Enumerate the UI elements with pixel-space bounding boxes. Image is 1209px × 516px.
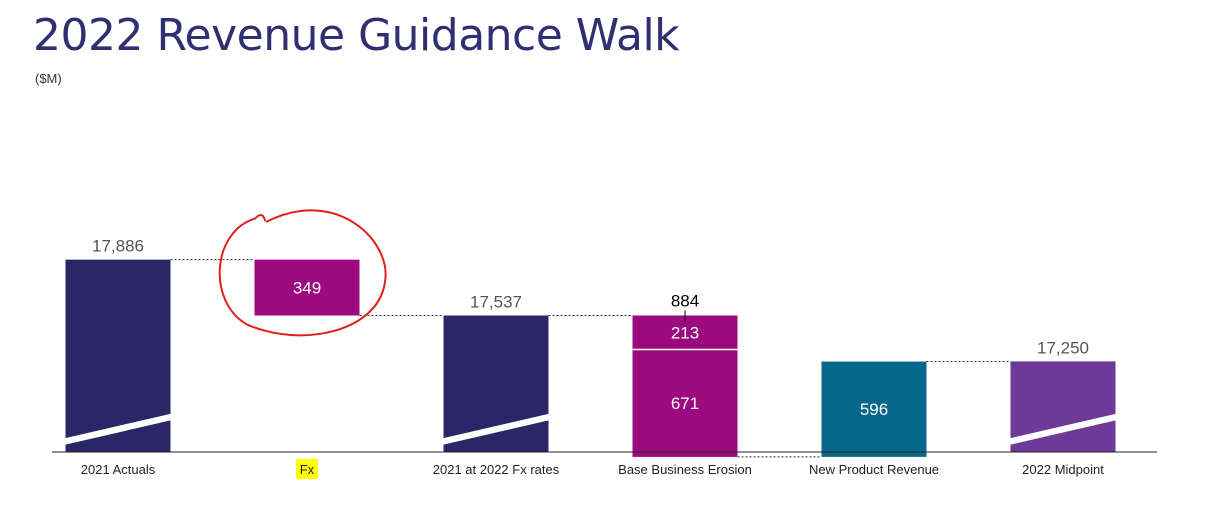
category-highlight [296,459,318,479]
x-tick-label: New Product Revenue [809,462,939,477]
annotation-circle [218,209,387,337]
axis-break-edge-2 [437,412,555,441]
chart-subtitle-units: ($M) [35,71,62,86]
data-label-increase: 596 [860,400,888,419]
axis-break-edge-5 [1004,412,1122,441]
bar-new-product-revenue [821,361,927,457]
x-tick-label: Fx [300,462,315,477]
data-label-total: 17,886 [92,237,144,256]
bar-fx [254,259,360,316]
axis-break-gap-0 [59,413,177,446]
axis-break-edge-0 [59,412,177,441]
x-tick-label: Base Business Erosion [618,462,752,477]
axis-break-gap-5 [1004,413,1122,446]
segment-label: 213 [671,324,699,343]
data-label-total: 17,537 [470,292,522,311]
x-tick-label: 2021 at 2022 Fx rates [433,462,560,477]
data-label-total: 17,250 [1037,338,1089,357]
chart-title: 2022 Revenue Guidance Walk [33,10,680,61]
bar-segment-1 [632,349,738,457]
data-label-fx: 349 [293,279,321,298]
x-tick-label: 2022 Midpoint [1022,462,1104,477]
axis-break-gap-2 [437,413,555,446]
segment-label: 671 [671,394,699,413]
x-tick-label: 2021 Actuals [81,462,156,477]
data-label-total: 884 [671,291,699,310]
